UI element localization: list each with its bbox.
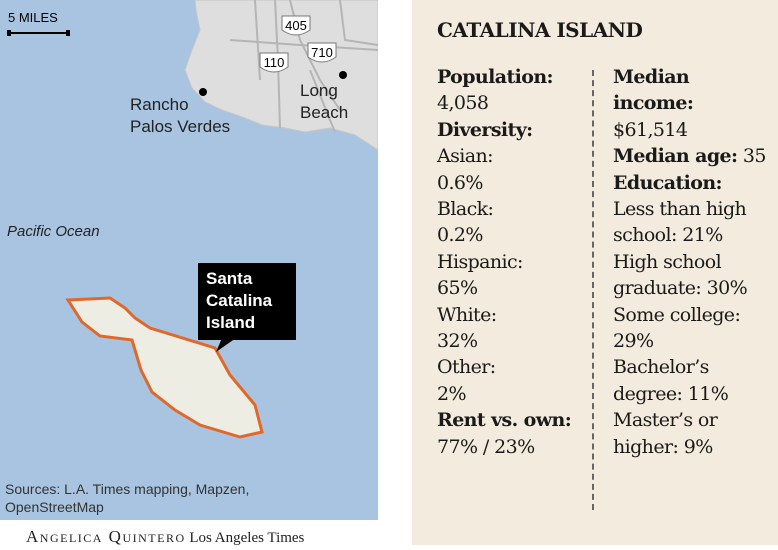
stat-text: White:: [437, 303, 497, 326]
stat-text: Some college:: [613, 303, 741, 326]
place-dot: [199, 88, 207, 96]
stat: Hispanic: 65%: [437, 249, 577, 302]
scale-bar: 5 MILES: [7, 10, 70, 36]
credit: Angelica Quintero Los Angeles Times: [26, 527, 304, 547]
stat-label: Education:: [613, 171, 723, 194]
place-label: Long: [300, 81, 338, 100]
stat-value: 2%: [437, 382, 467, 405]
island: [65, 296, 264, 439]
island-callout: Santa Catalina Island: [198, 263, 296, 352]
sources: Sources: L.A. Times mapping, Mapzen,: [5, 481, 249, 497]
author: Angelica Quintero: [26, 527, 186, 546]
stat: Less than high school: 21%: [613, 196, 775, 249]
place-label: Rancho: [130, 95, 189, 114]
ocean-label: Pacific Ocean: [7, 223, 100, 240]
stat-value: 4,058: [437, 92, 489, 115]
highway-label: 710: [311, 45, 333, 60]
stat-label: Diversity:: [437, 118, 533, 141]
info-panel: CATALINA ISLAND Population: 4,058 Diversit…: [412, 0, 778, 545]
stat-value: 35: [742, 145, 767, 168]
outlet: Los Angeles Times: [189, 530, 305, 546]
stat-label: Rent vs. own:: [437, 409, 572, 432]
divider: [592, 70, 594, 510]
panel-title: CATALINA ISLAND: [437, 18, 643, 42]
highway-shields: 405 110 710: [259, 15, 337, 73]
stat-value: 29%: [613, 330, 654, 353]
stat-value: 30%: [706, 277, 748, 300]
place-label: Palos Verdes: [130, 117, 230, 136]
land: [184, 0, 378, 151]
stat: Master’s or higher: 9%: [613, 407, 775, 460]
scale-label: 5 MILES: [8, 10, 58, 25]
island-label: Island: [206, 313, 255, 332]
stat-text: Master’s or higher:: [613, 409, 718, 458]
stat: Rent vs. own: 77% / 23%: [437, 407, 577, 460]
stat-value: 32%: [437, 330, 478, 353]
stat-text: Asian:: [437, 145, 494, 168]
stat-text: Black:: [437, 198, 494, 221]
stat-value: $61,514: [613, 118, 688, 141]
stat: Other: 2%: [437, 354, 577, 407]
highway-label: 405: [285, 18, 307, 33]
highway-label: 110: [264, 55, 285, 70]
place-label: Beach: [300, 103, 348, 122]
stat: Some college: 29%: [613, 302, 775, 355]
stat: Median income: $61,514: [613, 64, 775, 143]
stat: Population: 4,058: [437, 64, 577, 117]
place-dot: [339, 71, 347, 79]
stat-value: 0.2%: [437, 224, 483, 247]
stat: Diversity:: [437, 117, 577, 143]
left-column: Population: 4,058 Diversity: Asian: 0.6% Blac…: [437, 64, 577, 460]
stat-value: 9%: [683, 435, 714, 458]
stat: Median age: 35: [613, 143, 775, 169]
stat-text: Less than high school:: [613, 198, 747, 247]
stat-value: 77% / 23%: [437, 435, 535, 458]
stat: Education:: [613, 170, 775, 196]
stat: High school graduate: 30%: [613, 249, 775, 302]
island-label: Santa: [206, 269, 253, 288]
right-column: Median income: $61,514 Median age: 35 Educa…: [613, 64, 775, 460]
stat-value: 11%: [687, 382, 729, 405]
stat: Asian: 0.6%: [437, 143, 577, 196]
island-label: Catalina: [206, 291, 273, 310]
stat-value: 65%: [437, 277, 478, 300]
stat-value: 21%: [682, 224, 723, 247]
stat: Bachelor’s degree: 11%: [613, 354, 775, 407]
sources: OpenStreetMap: [5, 499, 104, 515]
stat-label: Population:: [437, 66, 554, 88]
stat-value: 0.6%: [437, 171, 483, 194]
stat: Black: 0.2%: [437, 196, 577, 249]
stat-text: Hispanic:: [437, 250, 523, 273]
stat-text: High school graduate:: [613, 250, 722, 300]
stat-text: Bachelor’s degree:: [613, 356, 709, 405]
map: 405 110 710 5 MILES Rancho Palos Verdes …: [0, 0, 378, 520]
stat-label: Median age:: [613, 145, 738, 168]
stat-text: Other:: [437, 356, 496, 379]
stat: White: 32%: [437, 302, 577, 355]
stat-label: Median income:: [613, 66, 694, 115]
